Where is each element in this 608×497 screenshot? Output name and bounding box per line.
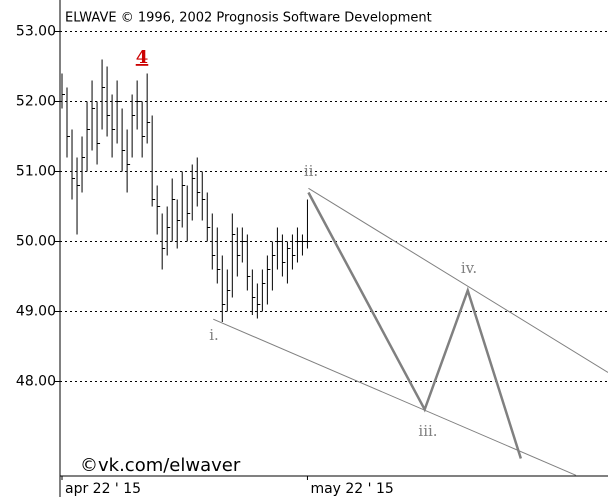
wave-label: iv. [461,259,477,277]
y-tick-label: 50.00 [16,234,56,250]
y-tick-label: 49.00 [16,304,56,320]
watermark: ©vk.com/elwaver [80,455,241,476]
y-tick-label: 52.00 [16,94,56,110]
wave-projection [307,191,523,459]
chart-title: ELWAVE © 1996, 2002 Prognosis Software D… [65,11,432,26]
x-tick-label: apr 22 ' 15 [65,481,141,497]
y-tick-label: 48.00 [16,374,56,390]
y-tick-label: 53.00 [16,24,56,40]
x-tick-label: may 22 ' 15 [310,481,393,497]
channel-line [308,187,608,373]
wave-label: ii. [304,162,318,180]
y-tick-label: 51.00 [16,164,56,180]
wave-label: i. [209,326,219,344]
channel-line [213,318,577,476]
wave-label: 4 [136,47,149,68]
wave-label: iii. [418,422,437,440]
